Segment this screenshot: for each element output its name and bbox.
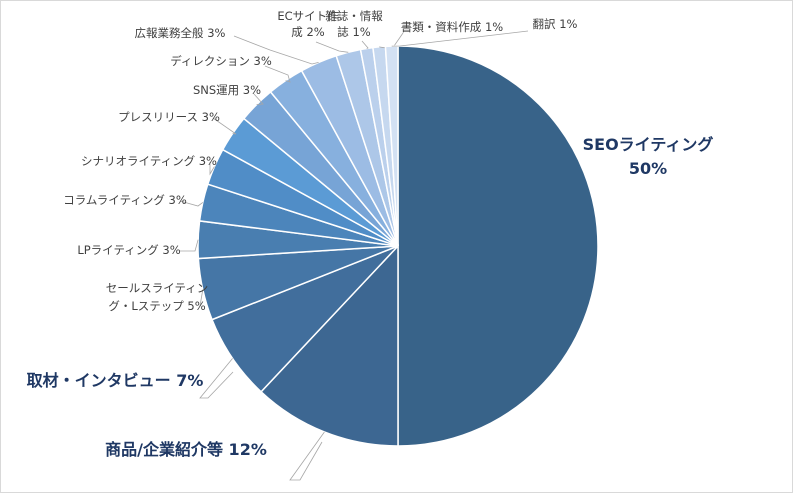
data-label-6: コラムライティング 3% bbox=[63, 193, 187, 207]
data-label-4: セールスライティング・Lステップ 5% bbox=[106, 281, 209, 313]
data-label-line: シナリオライティング 3% bbox=[81, 154, 217, 168]
leader-line-7 bbox=[209, 162, 215, 176]
leader-line-10 bbox=[264, 65, 291, 83]
data-label-line: LPライティング 3% bbox=[77, 243, 180, 257]
pie-slice-2 bbox=[260, 244, 399, 447]
data-label-7: シナリオライティング 3% bbox=[81, 154, 217, 168]
data-label-line: ディレクション 3% bbox=[170, 54, 272, 68]
leader-line-4 bbox=[199, 289, 204, 307]
data-label-3: 取材・インタビュー 7% bbox=[27, 371, 204, 390]
leader-line-6 bbox=[179, 200, 204, 207]
data-label-9: SNS運用 3% bbox=[193, 83, 261, 97]
data-label-15: 翻訳 1% bbox=[533, 17, 578, 31]
leader-line-13 bbox=[361, 40, 369, 49]
data-label-line: 商品/企業紹介等 12% bbox=[105, 440, 267, 459]
data-label-line: 広報業務全般 3% bbox=[135, 26, 226, 40]
data-label-line: コラムライティング 3% bbox=[63, 193, 187, 207]
leader-line-5 bbox=[180, 239, 199, 252]
data-label-line: SEOライティング bbox=[583, 135, 714, 154]
data-label-line: 成 2% bbox=[291, 25, 324, 39]
data-label-line: 誌 1% bbox=[337, 25, 370, 39]
data-label-line: 書類・資料作成 1% bbox=[401, 20, 503, 34]
data-label-line: 雑誌・情報 bbox=[325, 9, 383, 23]
leader-line-11 bbox=[233, 35, 319, 65]
data-label-10: ディレクション 3% bbox=[170, 54, 272, 68]
leader-line-15 bbox=[391, 30, 529, 47]
data-label-14: 書類・資料作成 1% bbox=[401, 20, 503, 34]
leader-line-12 bbox=[315, 41, 349, 53]
data-label-12: ECサイト作成 2% bbox=[277, 9, 339, 39]
data-label-13: 雑誌・情報誌 1% bbox=[325, 9, 383, 39]
data-label-2: 商品/企業紹介等 12% bbox=[105, 440, 267, 459]
data-label-line: 50% bbox=[629, 159, 667, 178]
data-label-line: 翻訳 1% bbox=[533, 17, 578, 31]
pie-slice-1 bbox=[397, 45, 599, 447]
data-label-1: SEOライティング 50% bbox=[583, 135, 714, 178]
data-label-line: ECサイト作 bbox=[277, 9, 339, 23]
data-label-5: LPライティング 3% bbox=[77, 243, 180, 257]
data-label-line: セールスライティン bbox=[106, 281, 209, 295]
leader-line-3 bbox=[199, 358, 234, 399]
data-label-8: プレスリリース 3% bbox=[118, 110, 220, 124]
leader-line-9 bbox=[253, 93, 264, 105]
leader-line-8 bbox=[212, 117, 237, 135]
data-label-line: グ・Lステップ 5% bbox=[108, 299, 205, 313]
data-label-line: プレスリリース 3% bbox=[118, 110, 220, 124]
data-label-11: 広報業務全般 3% bbox=[135, 26, 226, 40]
leader-line-2 bbox=[289, 431, 325, 481]
data-label-line: SNS運用 3% bbox=[193, 83, 261, 97]
data-label-line: 取材・インタビュー 7% bbox=[27, 371, 204, 390]
